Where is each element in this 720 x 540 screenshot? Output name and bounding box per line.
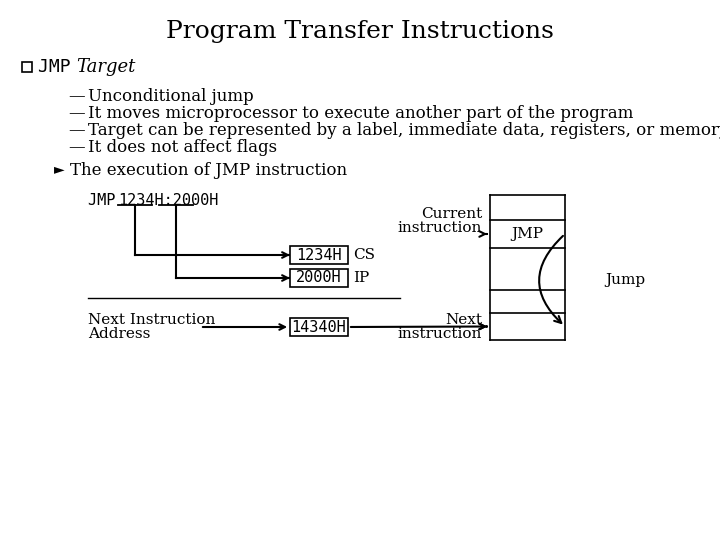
Text: instruction: instruction: [397, 327, 482, 341]
Bar: [290, 246, 348, 264]
Text: JMP: JMP: [38, 58, 81, 76]
Text: instruction: instruction: [397, 221, 482, 235]
Text: Target can be represented by a label, immediate data, registers, or memory locat: Target can be represented by a label, im…: [88, 122, 720, 139]
Text: 2000H: 2000H: [296, 271, 342, 286]
Text: It does not affect flags: It does not affect flags: [88, 139, 277, 156]
Text: Jump: Jump: [605, 273, 645, 287]
Text: The execution of JMP instruction: The execution of JMP instruction: [70, 162, 347, 179]
Text: ►: ►: [54, 162, 65, 176]
Text: JMP: JMP: [511, 227, 544, 241]
Text: Program Transfer Instructions: Program Transfer Instructions: [166, 20, 554, 43]
Bar: [290, 269, 348, 287]
Text: JMP: JMP: [88, 193, 125, 208]
Text: 1234H:2000H: 1234H:2000H: [118, 193, 218, 208]
Text: —: —: [68, 88, 85, 105]
Text: CS: CS: [353, 248, 375, 262]
Text: It moves microprocessor to execute another part of the program: It moves microprocessor to execute anoth…: [88, 105, 634, 122]
Bar: [22, 62, 32, 72]
Text: Target: Target: [76, 58, 135, 76]
Text: IP: IP: [353, 271, 369, 285]
Text: —: —: [68, 139, 85, 156]
Text: Unconditional jump: Unconditional jump: [88, 88, 253, 105]
Text: Current: Current: [420, 207, 482, 221]
Text: Address: Address: [88, 327, 150, 341]
Text: 1234H: 1234H: [296, 247, 342, 262]
Text: 14340H: 14340H: [292, 320, 346, 334]
Text: Next: Next: [445, 313, 482, 327]
FancyArrowPatch shape: [539, 236, 563, 323]
Bar: [290, 318, 348, 336]
Text: Next Instruction: Next Instruction: [88, 313, 215, 327]
Text: —: —: [68, 105, 85, 122]
Text: —: —: [68, 122, 85, 139]
